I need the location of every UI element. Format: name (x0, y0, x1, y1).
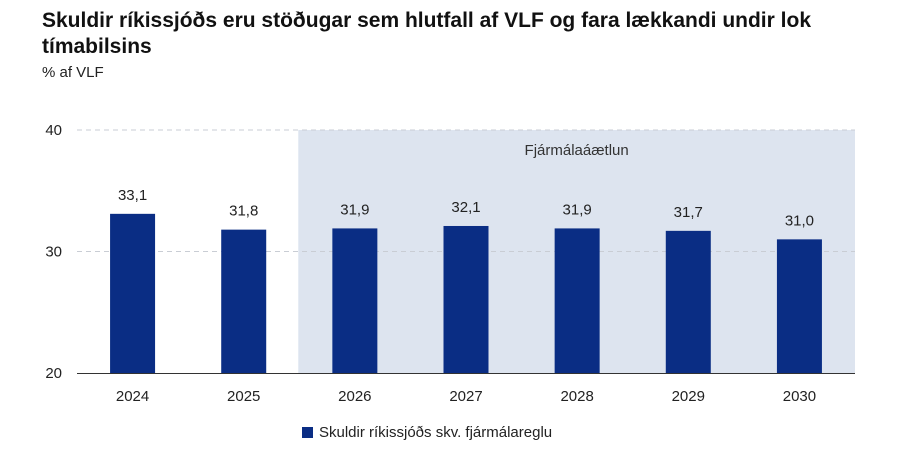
data-label-2025: 31,8 (229, 203, 258, 220)
chart-title: Skuldir ríkissjóðs eru stöðugar sem hlut… (42, 9, 811, 58)
data-label-2024: 33,1 (118, 187, 147, 204)
y-tick-label-20: 20 (45, 365, 62, 382)
bar-2027 (443, 225, 489, 373)
bar-2026 (332, 228, 378, 373)
x-tick-label-2027: 2027 (449, 388, 482, 405)
bar-2030 (776, 239, 822, 373)
x-tick-label-2028: 2028 (560, 388, 593, 405)
bar-2029 (665, 230, 711, 373)
bar-2025 (221, 229, 267, 373)
x-tick-label-2029: 2029 (672, 388, 705, 405)
x-tick-label-2025: 2025 (227, 388, 260, 405)
y-axis-unit-label: % af VLF (42, 64, 104, 81)
y-tick-label-40: 40 (45, 122, 62, 139)
x-tick-label-2024: 2024 (116, 388, 149, 405)
x-tick-label-2030: 2030 (783, 388, 816, 405)
data-label-2028: 31,9 (563, 201, 592, 218)
legend-label: Skuldir ríkissjóðs skv. fjármálareglu (319, 424, 553, 441)
data-label-2027: 32,1 (451, 199, 480, 216)
y-tick-label-30: 30 (45, 244, 62, 261)
bar-2024 (110, 213, 156, 373)
x-tick-label-2026: 2026 (338, 388, 371, 405)
data-label-2030: 31,0 (785, 212, 814, 229)
data-label-2029: 31,7 (674, 204, 703, 221)
forecast-region-label: Fjármálaáætlun (525, 142, 629, 159)
legend-swatch (302, 427, 313, 438)
legend: Skuldir ríkissjóðs skv. fjármálareglu (302, 424, 552, 441)
data-label-2026: 31,9 (340, 201, 369, 218)
bar-2028 (554, 228, 600, 373)
